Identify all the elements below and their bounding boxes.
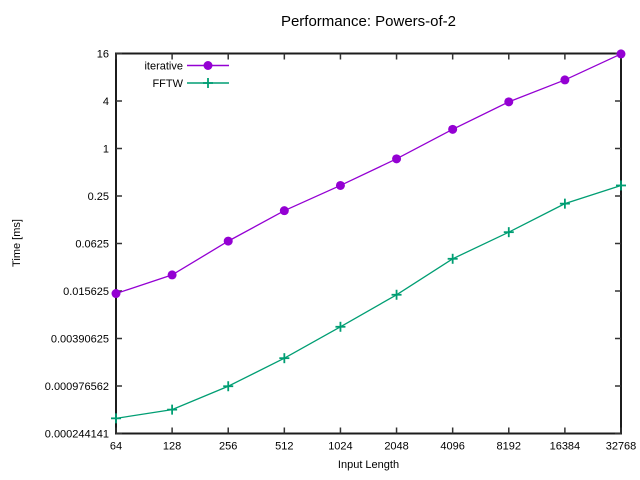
data-point-iterative [279, 206, 289, 216]
y-tick-label: 16 [97, 49, 109, 61]
x-tick-label: 2048 [384, 441, 408, 453]
legend-label: FFTW [152, 78, 183, 90]
x-tick-label: 16384 [550, 441, 581, 453]
y-tick-label: 0.000976562 [45, 381, 109, 393]
x-tick-label: 256 [219, 441, 237, 453]
y-tick-label: 0.015625 [63, 286, 109, 298]
x-tick-label: 128 [163, 441, 181, 453]
series-line-fftw [115, 184, 622, 419]
x-tick-label: 64 [110, 441, 122, 453]
y-tick-label: 4 [103, 96, 109, 108]
data-point-iterative [167, 270, 177, 280]
data-point-legend-iterative [203, 61, 213, 70]
x-tick-label: 1024 [328, 441, 352, 453]
y-tick-label: 0.25 [88, 191, 109, 203]
x-tick-label: 512 [275, 441, 293, 453]
series-line-iterative [115, 53, 622, 295]
chart-title: Performance: Powers-of-2 [280, 13, 457, 30]
x-axis-label: Input Length [337, 459, 400, 471]
data-point-iterative [616, 49, 626, 59]
plot-border [115, 52, 622, 435]
data-point-iterative [392, 154, 402, 164]
y-tick-label: 0.0625 [75, 239, 109, 251]
y-tick-label: 1 [103, 144, 109, 156]
x-tick-label: 8192 [497, 441, 521, 453]
y-tick-label: 0.00390625 [51, 334, 109, 346]
y-axis-label: Time [ms] [11, 219, 23, 267]
data-point-iterative [111, 289, 121, 299]
data-point-iterative [504, 97, 514, 107]
data-point-iterative [223, 236, 233, 246]
x-tick-label: 32768 [606, 441, 637, 453]
x-tick-label: 4096 [440, 441, 464, 453]
data-point-iterative [335, 180, 345, 190]
legend-label: iterative [144, 61, 183, 73]
data-point-iterative [560, 75, 570, 85]
y-tick-label: 0.000244141 [45, 429, 109, 441]
data-point-iterative [448, 124, 458, 134]
